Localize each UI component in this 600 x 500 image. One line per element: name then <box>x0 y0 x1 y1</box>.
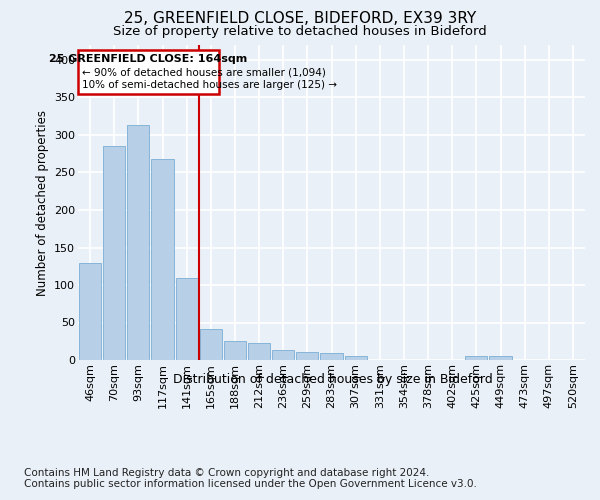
Bar <box>344 356 367 360</box>
Text: Distribution of detached houses by size in Bideford: Distribution of detached houses by size … <box>173 372 493 386</box>
Y-axis label: Number of detached properties: Number of detached properties <box>35 110 49 296</box>
Text: ← 90% of detached houses are smaller (1,094): ← 90% of detached houses are smaller (1,… <box>82 68 326 78</box>
Bar <box>465 356 487 360</box>
Bar <box>320 353 343 360</box>
Text: 25 GREENFIELD CLOSE: 164sqm: 25 GREENFIELD CLOSE: 164sqm <box>49 54 248 64</box>
Bar <box>224 341 246 360</box>
FancyBboxPatch shape <box>79 50 218 94</box>
Bar <box>296 352 319 360</box>
Text: 10% of semi-detached houses are larger (125) →: 10% of semi-detached houses are larger (… <box>82 80 337 90</box>
Text: Size of property relative to detached houses in Bideford: Size of property relative to detached ho… <box>113 25 487 38</box>
Text: 25, GREENFIELD CLOSE, BIDEFORD, EX39 3RY: 25, GREENFIELD CLOSE, BIDEFORD, EX39 3RY <box>124 11 476 26</box>
Bar <box>176 278 198 360</box>
Bar <box>79 262 101 360</box>
Text: Contains HM Land Registry data © Crown copyright and database right 2024.
Contai: Contains HM Land Registry data © Crown c… <box>24 468 477 489</box>
Bar <box>490 356 512 360</box>
Bar <box>127 125 149 360</box>
Bar <box>151 159 173 360</box>
Bar <box>272 350 295 360</box>
Bar <box>103 146 125 360</box>
Bar <box>200 328 222 360</box>
Bar <box>248 343 270 360</box>
